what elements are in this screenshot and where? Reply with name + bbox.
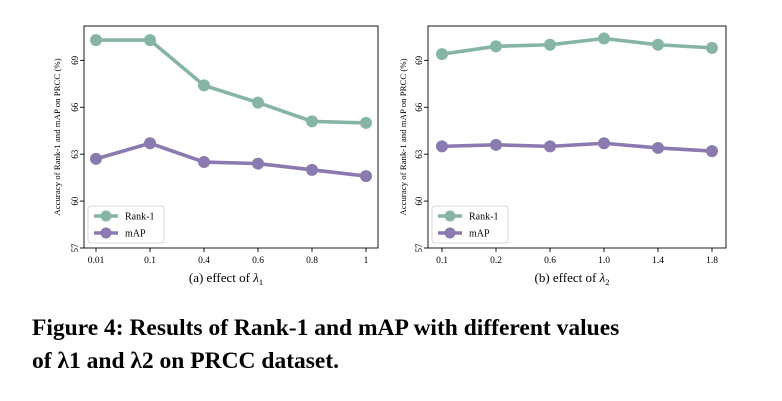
- data-point-rank-1: [490, 40, 502, 53]
- x-axis-caption: (b) effect of λ2: [535, 270, 610, 287]
- x-tick-label: 1.4: [652, 256, 664, 266]
- plot-frame: [83, 25, 379, 249]
- data-point-rank-1: [306, 115, 318, 128]
- data-point-map: [360, 170, 372, 183]
- data-point-rank-1: [598, 32, 610, 45]
- y-tick-label: 69: [70, 55, 80, 64]
- data-point-map: [598, 137, 610, 150]
- data-point-rank-1: [144, 34, 156, 47]
- y-tick-label: 66: [70, 102, 80, 112]
- x-axis-caption-subscript: 1: [259, 277, 263, 287]
- x-tick-label: 0.2: [490, 256, 502, 266]
- data-point-map: [652, 141, 664, 154]
- x-axis-caption-subscript: 2: [605, 277, 609, 287]
- x-axis-caption-symbol: λ: [599, 270, 606, 285]
- data-point-map: [252, 157, 264, 170]
- figure-charts: 57 60 63 66 69 0.01 0.1 0.4 0.6 0.8 1 Accuracy of R…: [52, 25, 727, 287]
- data-point-map: [90, 152, 102, 165]
- chart-panel-2: 57 60 63 66 69 0.1 0.2 0.6 1.0 1.4 1.8 Accuracy of …: [398, 25, 727, 287]
- data-point-rank-1: [90, 34, 102, 47]
- data-point-rank-1: [706, 41, 718, 54]
- data-point-rank-1: [652, 38, 664, 51]
- x-axis-caption-text: (b) effect of: [535, 270, 600, 285]
- data-point-map: [198, 156, 210, 169]
- x-tick-label: 0.4: [198, 256, 210, 266]
- series-line-map: [95, 141, 367, 178]
- y-tick-label: 60: [70, 196, 80, 206]
- y-tick-label: 69: [414, 55, 424, 64]
- data-point-rank-1: [544, 38, 556, 51]
- legend-swatch-marker: [100, 227, 112, 239]
- legend: Rank-1 mAP: [87, 205, 165, 244]
- legend-label: mAP: [469, 229, 490, 240]
- legend-label: mAP: [125, 229, 146, 240]
- x-tick-label: 0.8: [306, 256, 318, 266]
- x-tick-label: 0.6: [252, 256, 264, 266]
- y-tick-label: 60: [414, 196, 424, 206]
- data-point-map: [490, 138, 502, 151]
- legend: Rank-1 mAP: [431, 205, 509, 244]
- series-line-rank-1: [96, 38, 367, 125]
- y-axis-label: Accuracy of Rank-1 and mAP on PRCC (%): [398, 58, 408, 215]
- x-tick-label: 0.1: [144, 256, 156, 266]
- data-point-map: [306, 163, 318, 176]
- caption-line-1: Figure 4: Results of Rank-1 and mAP with…: [32, 315, 620, 341]
- legend-label: Rank-1: [469, 212, 498, 223]
- legend-swatch-marker: [444, 227, 456, 239]
- x-tick-label: 0.6: [544, 256, 556, 266]
- x-axis-caption-symbol: λ: [252, 270, 259, 285]
- x-tick-label: 1.8: [706, 256, 718, 266]
- y-axis-label: Accuracy of Rank-1 and mAP on PRCC (%): [52, 58, 62, 215]
- x-tick-label: 0.01: [88, 256, 105, 266]
- caption-line-2: of λ1 and λ2 on PRCC dataset.: [32, 348, 340, 374]
- data-point-map: [144, 137, 156, 150]
- data-point-rank-1: [198, 79, 210, 92]
- y-tick-label: 57: [70, 243, 80, 253]
- series-line-map: [441, 141, 713, 153]
- y-tick-label: 63: [70, 149, 80, 159]
- y-tick-label: 63: [414, 149, 424, 159]
- x-axis-caption-text: (a) effect of: [189, 270, 253, 285]
- y-tick-label: 66: [414, 102, 424, 112]
- y-tick-label: 57: [414, 243, 424, 253]
- data-point-map: [706, 145, 718, 158]
- figure-caption: Figure 4: Results of Rank-1 and mAP with…: [32, 312, 762, 378]
- data-point-rank-1: [252, 96, 264, 109]
- legend-label: Rank-1: [125, 212, 154, 223]
- data-point-rank-1: [436, 48, 448, 61]
- legend-swatch-marker: [444, 210, 456, 222]
- plot-frame: [427, 25, 727, 249]
- data-point-map: [436, 140, 448, 153]
- chart-panel-1: 57 60 63 66 69 0.01 0.1 0.4 0.6 0.8 1 Accuracy of R…: [52, 25, 379, 287]
- x-tick-label: 1.0: [598, 256, 610, 266]
- x-tick-label: 1: [364, 256, 369, 266]
- x-axis-caption: (a) effect of λ1: [189, 270, 263, 287]
- legend-swatch-marker: [100, 210, 112, 222]
- x-tick-label: 0.1: [436, 256, 448, 266]
- data-point-map: [544, 140, 556, 153]
- data-point-rank-1: [360, 116, 372, 129]
- series-line-rank-1: [441, 36, 713, 56]
